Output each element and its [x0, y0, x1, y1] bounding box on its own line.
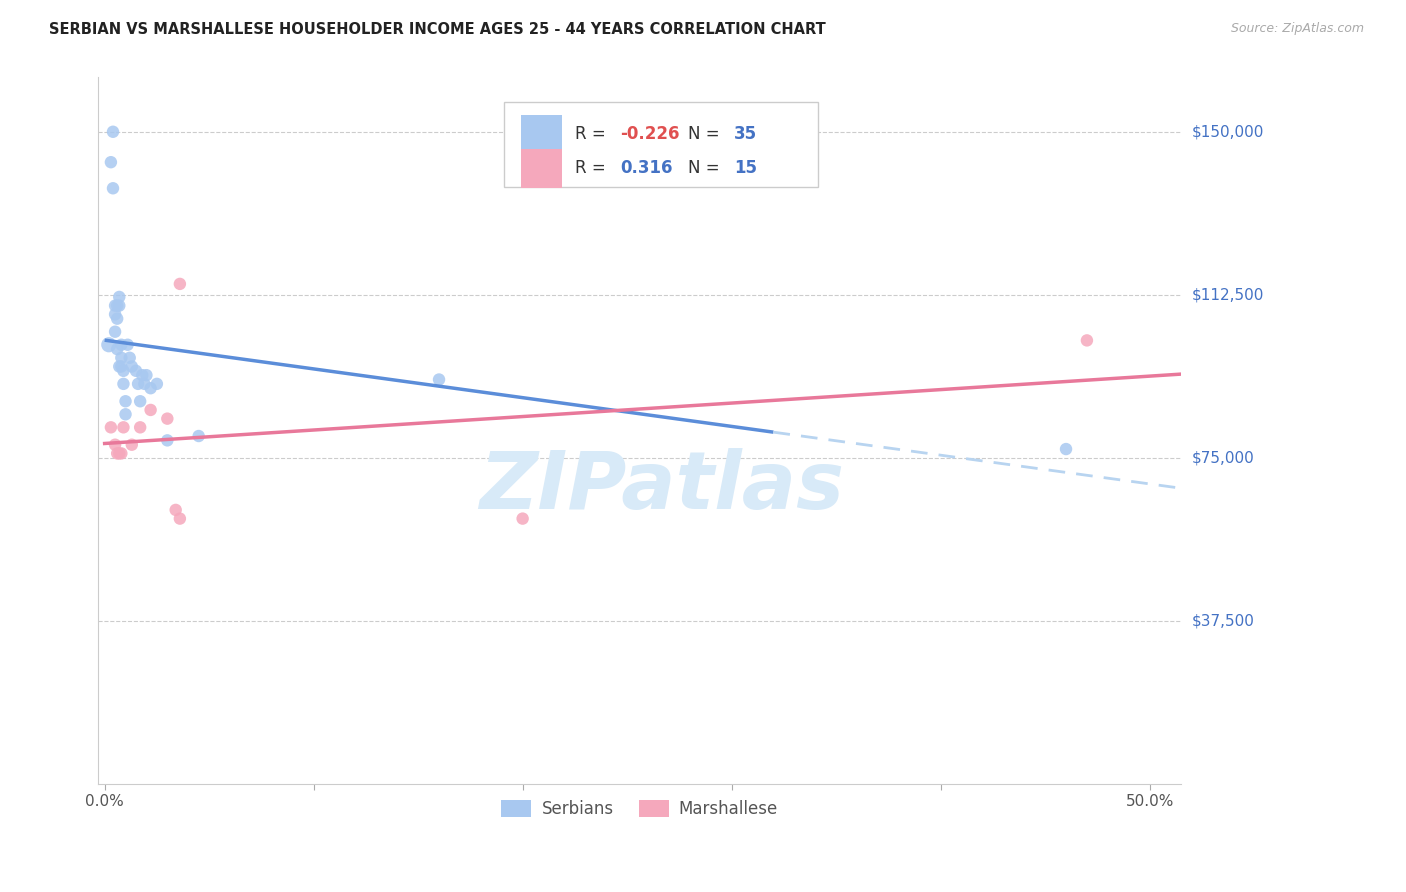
- Point: [134, 376, 156, 391]
- Point: [110, 446, 132, 460]
- Point: [105, 311, 128, 326]
- Point: [108, 359, 131, 374]
- Text: -0.226: -0.226: [620, 126, 679, 144]
- Legend: Serbians, Marshallese: Serbians, Marshallese: [495, 793, 785, 825]
- Point: [156, 411, 179, 425]
- Text: Source: ZipAtlas.com: Source: ZipAtlas.com: [1230, 22, 1364, 36]
- FancyBboxPatch shape: [505, 103, 818, 187]
- Text: $75,000: $75,000: [1192, 450, 1254, 466]
- Point: [104, 438, 127, 452]
- Text: N =: N =: [689, 160, 725, 178]
- Point: [104, 307, 127, 321]
- Text: $150,000: $150,000: [1192, 124, 1264, 139]
- FancyBboxPatch shape: [520, 149, 562, 187]
- Point: [156, 434, 179, 448]
- Point: [165, 503, 187, 517]
- Point: [169, 511, 191, 525]
- Point: [108, 446, 131, 460]
- Point: [118, 351, 141, 365]
- Point: [110, 337, 132, 351]
- Point: [101, 125, 124, 139]
- Point: [112, 364, 135, 378]
- Point: [101, 181, 124, 195]
- Point: [112, 420, 135, 434]
- Point: [146, 376, 169, 391]
- Point: [169, 277, 191, 291]
- Point: [139, 403, 162, 417]
- Point: [187, 429, 209, 443]
- Point: [104, 325, 127, 339]
- Text: $112,500: $112,500: [1192, 287, 1264, 302]
- Point: [105, 446, 128, 460]
- Point: [114, 394, 136, 409]
- Point: [131, 368, 153, 383]
- Point: [104, 299, 127, 313]
- Point: [112, 376, 135, 391]
- Point: [110, 351, 132, 365]
- Point: [105, 299, 128, 313]
- Text: 35: 35: [734, 126, 756, 144]
- Point: [125, 364, 148, 378]
- Point: [108, 290, 131, 304]
- Text: 0.316: 0.316: [620, 160, 672, 178]
- Text: $37,500: $37,500: [1192, 613, 1256, 628]
- Point: [100, 420, 122, 434]
- Point: [127, 376, 149, 391]
- Point: [1054, 442, 1077, 456]
- Text: SERBIAN VS MARSHALLESE HOUSEHOLDER INCOME AGES 25 - 44 YEARS CORRELATION CHART: SERBIAN VS MARSHALLESE HOUSEHOLDER INCOM…: [49, 22, 825, 37]
- Point: [512, 511, 534, 525]
- Point: [121, 359, 143, 374]
- Point: [139, 381, 162, 395]
- Text: R =: R =: [575, 126, 610, 144]
- Point: [110, 359, 132, 374]
- Point: [117, 337, 139, 351]
- Point: [100, 155, 122, 169]
- Text: ZIPatlas: ZIPatlas: [479, 448, 844, 526]
- Point: [114, 407, 136, 421]
- Text: N =: N =: [689, 126, 725, 144]
- Point: [135, 368, 157, 383]
- Point: [105, 342, 128, 356]
- Point: [129, 420, 152, 434]
- Point: [97, 337, 120, 351]
- FancyBboxPatch shape: [520, 115, 562, 153]
- Point: [121, 438, 143, 452]
- Point: [108, 299, 131, 313]
- Point: [427, 372, 450, 386]
- Text: 15: 15: [734, 160, 756, 178]
- Point: [129, 394, 152, 409]
- Text: R =: R =: [575, 160, 610, 178]
- Point: [1076, 334, 1098, 348]
